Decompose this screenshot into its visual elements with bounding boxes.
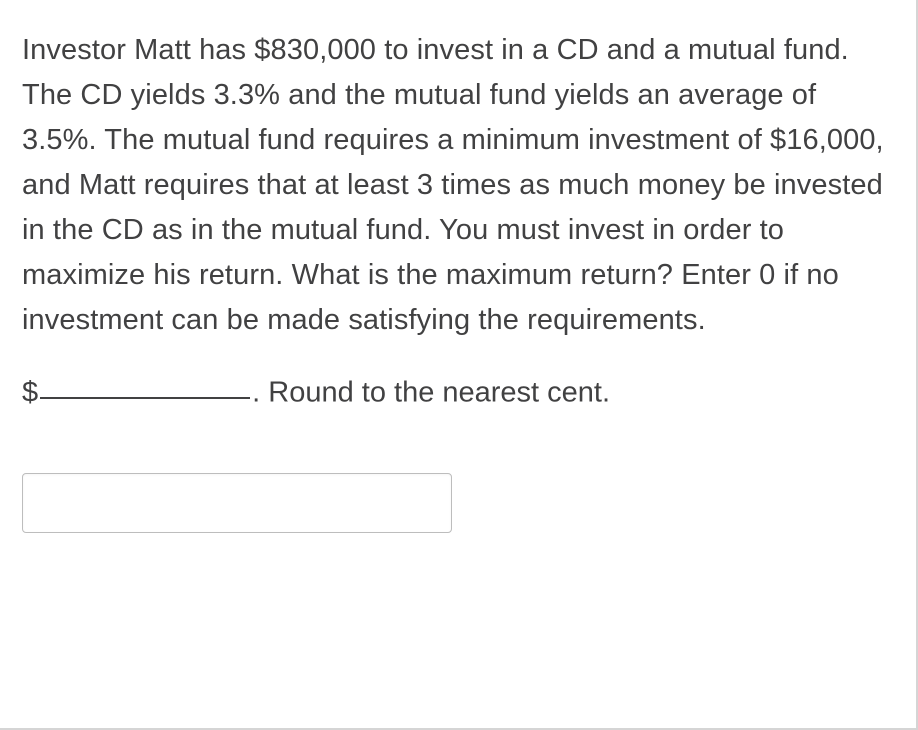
answer-line: $ . Round to the nearest cent.: [22, 371, 892, 415]
currency-prefix: $: [22, 376, 38, 408]
answer-suffix: . Round to the nearest cent.: [252, 376, 610, 408]
answer-input-wrapper: [22, 473, 892, 533]
answer-blank: [40, 369, 250, 399]
question-card: Investor Matt has $830,000 to invest in …: [0, 0, 918, 730]
question-body: Investor Matt has $830,000 to invest in …: [22, 28, 892, 343]
answer-input[interactable]: [22, 473, 452, 533]
